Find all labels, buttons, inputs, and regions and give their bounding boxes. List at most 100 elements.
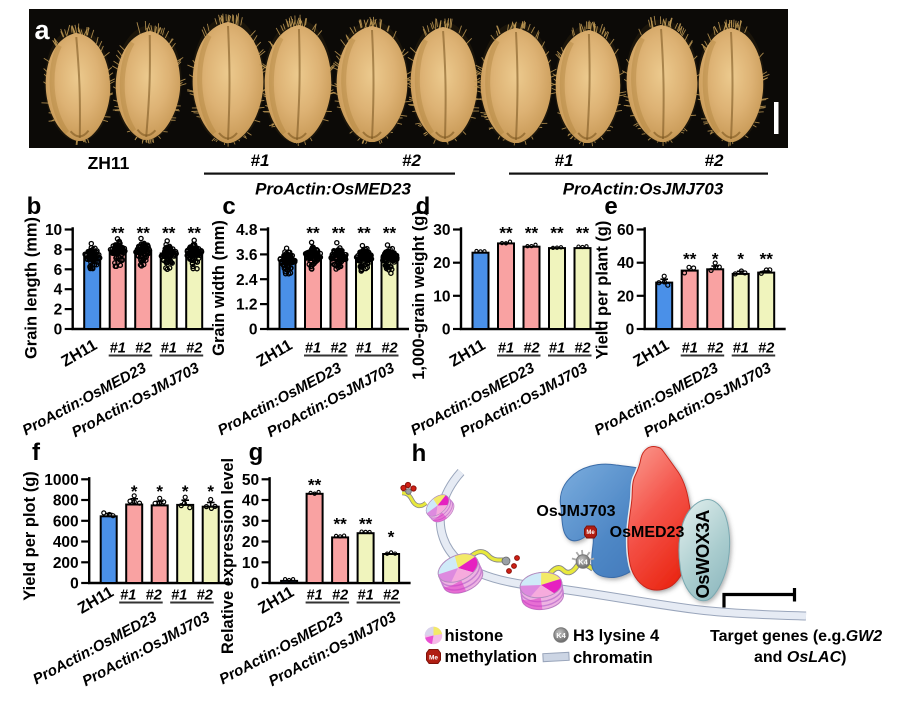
svg-text:#1: #1 — [682, 341, 698, 357]
svg-text:OsWOX3A: OsWOX3A — [692, 510, 713, 599]
svg-text:**: ** — [683, 250, 697, 269]
svg-text:10: 10 — [433, 288, 450, 305]
svg-text:**: ** — [333, 515, 347, 534]
svg-text:0: 0 — [70, 576, 79, 593]
svg-text:**: ** — [188, 224, 202, 243]
svg-text:H3 lysine 4: H3 lysine 4 — [573, 627, 660, 645]
svg-text:#2: #2 — [574, 341, 590, 357]
svg-text:ZH11: ZH11 — [631, 337, 673, 371]
svg-text:histone: histone — [445, 627, 504, 645]
svg-text:#1: #1 — [251, 151, 270, 170]
svg-text:10: 10 — [242, 555, 259, 572]
svg-text:#2: #2 — [186, 341, 202, 357]
svg-text:*: * — [207, 482, 214, 501]
svg-text:g: g — [249, 439, 264, 466]
svg-text:and OsLAC): and OsLAC) — [754, 649, 846, 666]
svg-text:#2: #2 — [332, 588, 348, 604]
svg-text:*: * — [737, 250, 744, 269]
svg-text:#2: #2 — [197, 588, 213, 604]
svg-text:ProActin:OsJMJ703: ProActin:OsJMJ703 — [563, 180, 724, 199]
svg-text:30: 30 — [433, 222, 450, 239]
svg-text:0: 0 — [250, 576, 259, 593]
svg-text:1.2: 1.2 — [236, 297, 258, 314]
svg-text:#1: #1 — [555, 151, 574, 170]
svg-text:c: c — [222, 193, 235, 220]
svg-text:1,000-grain weight (g): 1,000-grain weight (g) — [410, 210, 428, 380]
svg-text:#1: #1 — [161, 341, 177, 357]
svg-text:ZH11: ZH11 — [447, 337, 489, 371]
svg-text:ZH11: ZH11 — [75, 584, 117, 618]
svg-text:Grain width (mm): Grain width (mm) — [210, 220, 228, 356]
svg-text:#2: #2 — [135, 341, 151, 357]
svg-text:**: ** — [550, 224, 564, 243]
svg-text:#2: #2 — [705, 151, 724, 170]
svg-text:#1: #1 — [120, 588, 136, 604]
svg-text:2.4: 2.4 — [236, 272, 258, 289]
svg-text:**: ** — [308, 476, 322, 495]
svg-text:0: 0 — [54, 322, 63, 339]
svg-text:400: 400 — [53, 534, 79, 551]
svg-text:2: 2 — [54, 302, 63, 319]
svg-text:**: ** — [576, 224, 590, 243]
svg-text:**: ** — [332, 224, 346, 243]
svg-text:#2: #2 — [146, 588, 162, 604]
svg-text:50: 50 — [242, 472, 259, 489]
svg-text:OsJMJ703: OsJMJ703 — [536, 503, 615, 520]
svg-text:h: h — [412, 440, 427, 467]
svg-text:K4: K4 — [556, 631, 566, 640]
svg-text:0: 0 — [442, 322, 451, 339]
svg-text:4.8: 4.8 — [236, 222, 258, 239]
svg-text:Me: Me — [429, 654, 438, 661]
svg-text:20: 20 — [242, 534, 259, 551]
svg-text:3.6: 3.6 — [236, 247, 258, 264]
svg-text:#2: #2 — [402, 151, 421, 170]
svg-text:Grain length (mm): Grain length (mm) — [23, 217, 41, 359]
svg-text:10: 10 — [45, 222, 62, 239]
svg-text:Yield per plot (g): Yield per plot (g) — [21, 471, 39, 601]
svg-text:40: 40 — [617, 255, 634, 272]
svg-text:Relative expression level: Relative expression level — [219, 458, 237, 654]
svg-text:1000: 1000 — [44, 472, 78, 489]
svg-text:#1: #1 — [110, 341, 126, 357]
svg-text:ProActin:OsMED23: ProActin:OsMED23 — [255, 180, 411, 199]
svg-text:#2: #2 — [330, 341, 346, 357]
svg-text:0: 0 — [249, 322, 258, 339]
svg-text:**: ** — [357, 224, 371, 243]
svg-text:#2: #2 — [383, 588, 399, 604]
svg-text:#2: #2 — [523, 341, 539, 357]
svg-text:ZH11: ZH11 — [59, 337, 101, 371]
svg-text:**: ** — [359, 515, 373, 534]
svg-text:40: 40 — [242, 493, 259, 510]
svg-text:**: ** — [760, 250, 774, 269]
svg-text:K4: K4 — [578, 558, 588, 567]
svg-text:60: 60 — [617, 222, 634, 239]
svg-text:*: * — [131, 482, 138, 501]
svg-text:chromatin: chromatin — [573, 649, 653, 667]
svg-text:#2: #2 — [707, 341, 723, 357]
svg-text:**: ** — [306, 224, 320, 243]
svg-text:600: 600 — [53, 513, 79, 530]
svg-text:8: 8 — [54, 242, 63, 259]
svg-text:30: 30 — [242, 513, 259, 530]
svg-text:**: ** — [525, 224, 539, 243]
svg-text:6: 6 — [54, 262, 63, 279]
svg-text:ZH11: ZH11 — [88, 153, 130, 173]
svg-text:#1: #1 — [305, 341, 321, 357]
svg-text:#1: #1 — [358, 588, 374, 604]
svg-text:0: 0 — [626, 322, 635, 339]
svg-text:Me: Me — [586, 530, 595, 536]
svg-text:a: a — [34, 15, 50, 45]
svg-text:800: 800 — [53, 493, 79, 510]
svg-text:20: 20 — [433, 255, 450, 272]
svg-text:4: 4 — [54, 282, 63, 299]
svg-text:*: * — [712, 250, 719, 269]
svg-text:20: 20 — [617, 288, 634, 305]
svg-text:*: * — [156, 482, 163, 501]
svg-text:Target genes (e.g.GW2: Target genes (e.g.GW2 — [710, 628, 882, 645]
svg-text:Yield per plant (g): Yield per plant (g) — [594, 221, 612, 360]
svg-text:*: * — [182, 482, 189, 501]
svg-text:ZH11: ZH11 — [255, 584, 297, 618]
svg-text:*: * — [388, 528, 395, 547]
svg-text:f: f — [32, 439, 41, 466]
svg-text:#1: #1 — [356, 341, 372, 357]
